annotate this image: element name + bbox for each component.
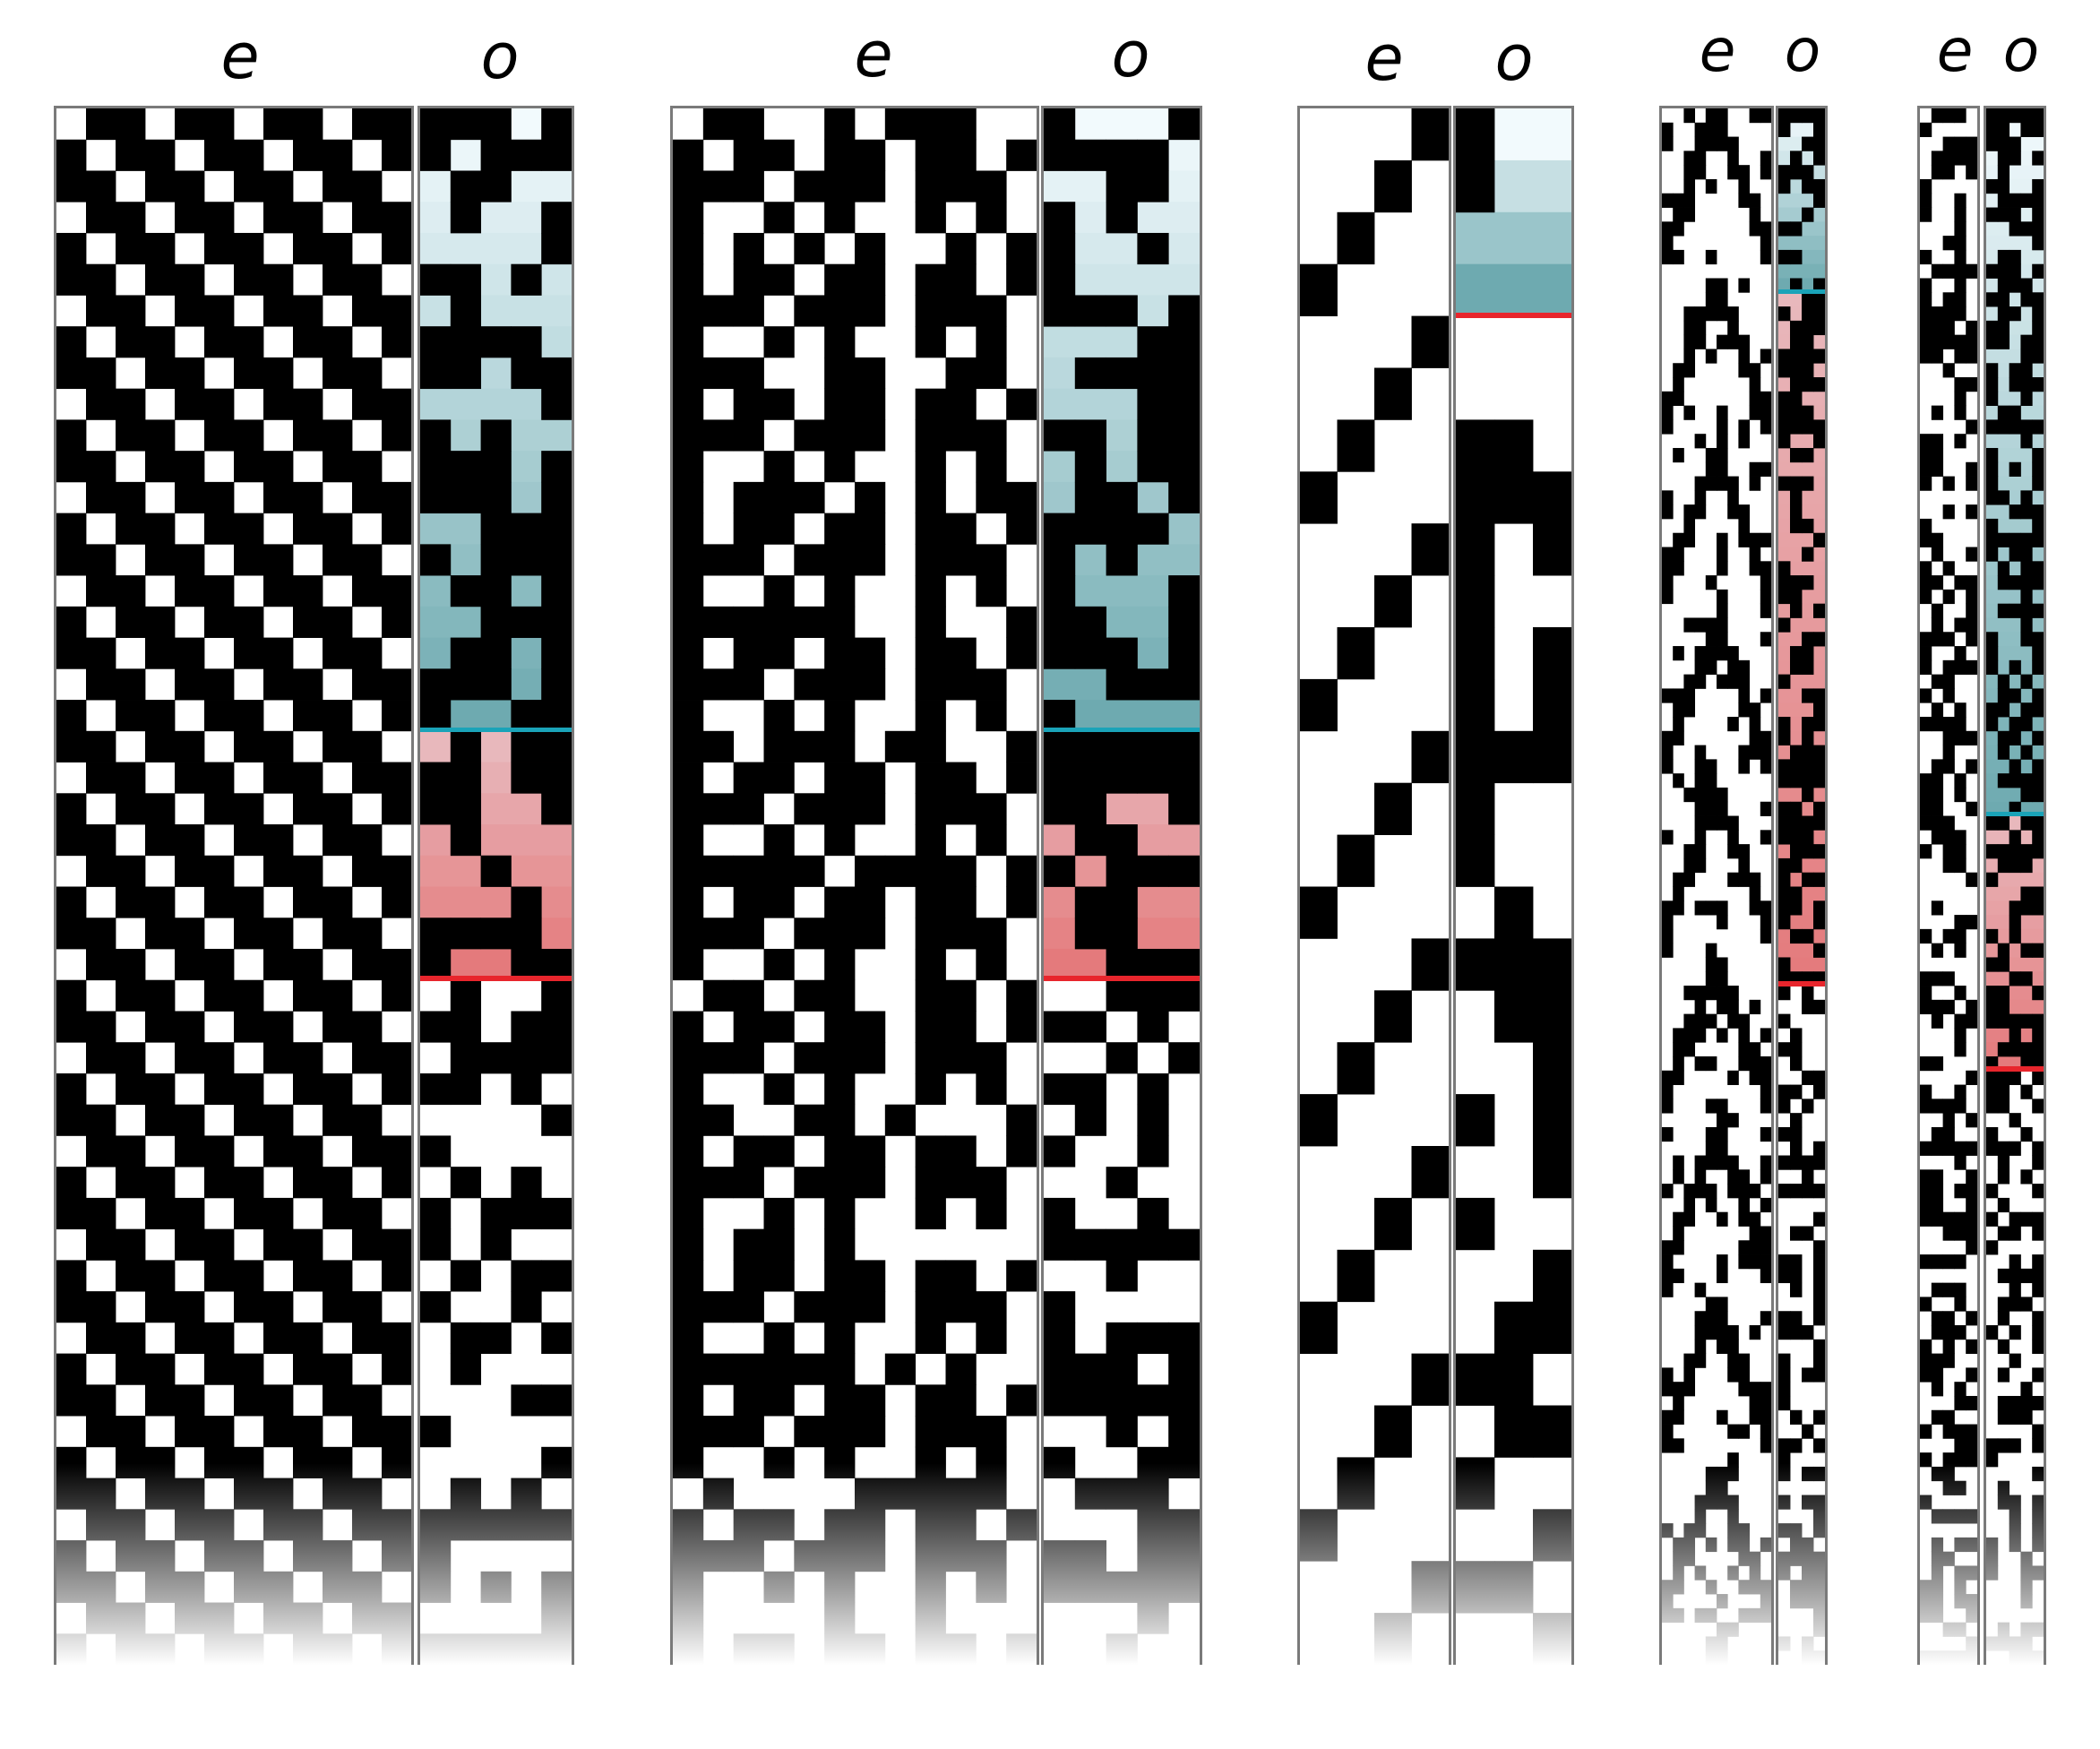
label-e-1: e [220, 20, 260, 93]
o-grid-panel-5 [1984, 106, 2046, 1665]
label-o-3: o [1494, 22, 1534, 95]
red-segment-end-line [1778, 981, 1825, 987]
input-cells [56, 108, 411, 1665]
o-grid-panel-2 [1041, 106, 1202, 1665]
label-o-1: o [480, 20, 520, 93]
input-cells [1662, 108, 1771, 1665]
output-cells [1044, 108, 1200, 1665]
input-cells [1920, 108, 1977, 1665]
e-grid-panel-2 [670, 106, 1039, 1665]
label-o-4: o [1784, 16, 1821, 85]
output-cells [1778, 108, 1825, 1665]
label-e-5: e [1936, 16, 1974, 85]
e-grid-panel-4 [1659, 106, 1774, 1665]
label-o-5: o [2002, 16, 2040, 85]
red-segment-end-line [1986, 1065, 2044, 1072]
output-cells [1456, 108, 1571, 1665]
o-grid-panel-3 [1453, 106, 1574, 1665]
red-segment-end-line [1456, 313, 1571, 319]
blue-segment-end-line [1778, 289, 1825, 294]
label-e-4: e [1699, 16, 1736, 85]
red-segment-end-line [420, 976, 572, 982]
blue-segment-end-line [1044, 727, 1200, 732]
output-cells [420, 108, 572, 1665]
o-grid-panel-4 [1776, 106, 1828, 1665]
blue-segment-end-line [420, 727, 572, 732]
o-grid-panel-1 [417, 106, 574, 1665]
e-grid-panel-1 [54, 106, 414, 1665]
blue-segment-end-line [1986, 812, 2044, 817]
label-e-2: e [854, 18, 893, 91]
label-o-2: o [1111, 18, 1150, 91]
e-grid-panel-5 [1917, 106, 1980, 1665]
label-e-3: e [1364, 22, 1404, 95]
red-segment-end-line [1044, 976, 1200, 982]
output-cells [1986, 108, 2044, 1665]
input-cells [673, 108, 1037, 1665]
input-cells [1300, 108, 1449, 1665]
e-grid-panel-3 [1297, 106, 1451, 1665]
